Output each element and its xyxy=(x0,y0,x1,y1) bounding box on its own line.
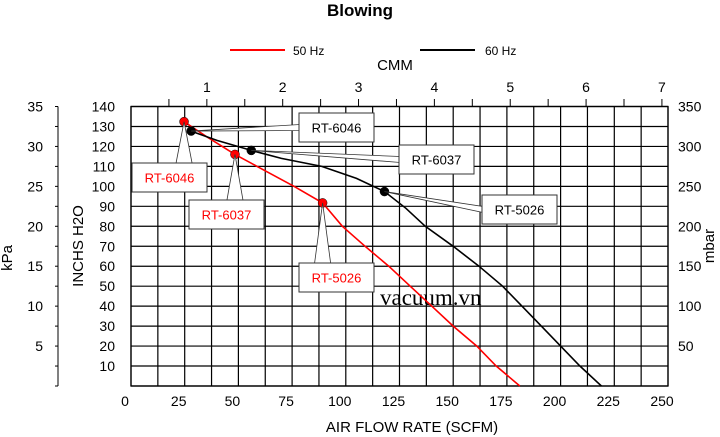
callout-label: RT-6046 xyxy=(145,171,195,186)
y-tick-label: 110 xyxy=(93,158,116,174)
y-tick-label: 130 xyxy=(92,118,116,134)
x-tick-label: 125 xyxy=(382,393,406,409)
x2-tick-label: 7 xyxy=(658,79,666,95)
x2-tick-label: 4 xyxy=(430,79,438,95)
x-tick-label: 225 xyxy=(597,393,621,409)
series-line-60hz xyxy=(190,130,602,387)
y-tick-label: 20 xyxy=(99,338,115,354)
y-tick-label: 90 xyxy=(99,198,115,214)
x2-tick-label: 2 xyxy=(279,79,287,95)
kpa-tick-label: 30 xyxy=(27,138,43,154)
x2-tick-label: 6 xyxy=(582,79,590,95)
x2-tick-label: 5 xyxy=(506,79,514,95)
mbar-tick-label: 50 xyxy=(678,338,694,354)
mbar-tick-label: 250 xyxy=(678,178,702,194)
y-tick-label: 140 xyxy=(92,99,116,115)
callout-box xyxy=(131,162,208,193)
y-tick-label: 70 xyxy=(99,238,115,254)
plot-frame xyxy=(130,105,669,387)
x2-axis-label: CMM xyxy=(377,57,413,74)
y-axis-label: INCHS H2O xyxy=(70,205,87,287)
mbar-tick-label: 150 xyxy=(678,258,702,274)
callout-box xyxy=(298,262,375,293)
y-tick-label: 100 xyxy=(92,178,116,194)
callout-label: RT-6037 xyxy=(202,208,252,223)
x-axis-label: AIR FLOW RATE (SCFM) xyxy=(326,419,498,436)
y-tick-label: 80 xyxy=(99,218,115,234)
x2-tick-label: 1 xyxy=(203,79,211,95)
kpa-tick-label: 5 xyxy=(35,338,43,354)
kpa-tick-label: 15 xyxy=(27,258,43,274)
y-tick-label: 60 xyxy=(99,258,115,274)
kpa-tick-label: 10 xyxy=(27,298,43,314)
mbar-tick-label: 100 xyxy=(678,298,702,314)
callout-box xyxy=(398,144,475,175)
kpa-tick-label: 20 xyxy=(27,218,43,234)
y-tick-label: 120 xyxy=(92,138,116,154)
series-line-50hz xyxy=(183,121,521,387)
callout-label: RT-5026 xyxy=(312,271,362,286)
x-tick-label: 200 xyxy=(543,393,567,409)
x-tick-label: 50 xyxy=(225,393,241,409)
kpa-tick-label: 25 xyxy=(27,178,43,194)
mbar-tick-label: 300 xyxy=(678,138,702,154)
callout-box xyxy=(298,112,375,143)
x-tick-label: 100 xyxy=(328,393,352,409)
callout-box xyxy=(481,194,558,225)
x2-tick-label: 3 xyxy=(355,79,363,95)
mbar-tick-label: 350 xyxy=(678,99,702,115)
y-tick-label: 50 xyxy=(99,278,115,294)
mbar-tick-label: 200 xyxy=(678,218,702,234)
kpa-axis-label: kPa xyxy=(0,244,16,271)
x-tick-label: 0 xyxy=(121,393,129,409)
callout-label: RT-6037 xyxy=(412,153,462,168)
x-tick-label: 175 xyxy=(489,393,513,409)
y-tick-label: 40 xyxy=(99,298,115,314)
chart-title: Blowing xyxy=(327,1,393,20)
x-tick-label: 25 xyxy=(171,393,187,409)
legend-label: 50 Hz xyxy=(293,44,324,58)
callout-box xyxy=(188,199,265,230)
x-tick-label: 250 xyxy=(650,393,674,409)
y-tick-label: 30 xyxy=(99,318,115,334)
callout-label: RT-5026 xyxy=(495,203,545,218)
y-tick-label: 10 xyxy=(99,358,115,374)
legend-label: 60 Hz xyxy=(485,44,516,58)
callout-pointer xyxy=(226,154,244,201)
callout-label: RT-6046 xyxy=(312,121,362,136)
kpa-tick-label: 35 xyxy=(27,99,43,115)
x-tick-label: 75 xyxy=(278,393,294,409)
callout-pointer xyxy=(191,124,301,132)
x-tick-label: 150 xyxy=(436,393,460,409)
mbar-axis-label: mbar xyxy=(701,229,718,263)
callout-pointer xyxy=(314,202,332,264)
